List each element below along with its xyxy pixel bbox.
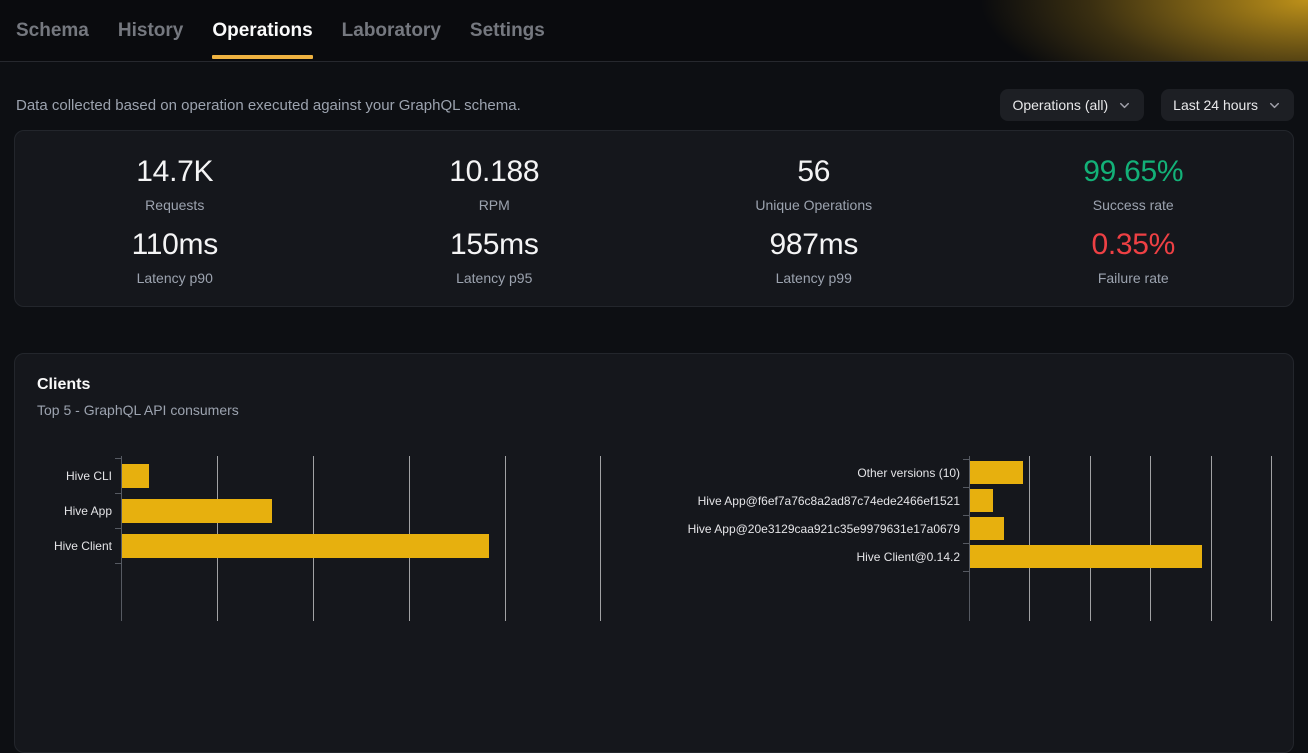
chart-bar [970,545,1202,568]
stat-success-rate-label: Success rate [1092,197,1174,213]
stats-row-2: 110ms Latency p90 155ms Latency p95 987m… [15,228,1294,287]
chart-axis-tick [963,543,970,544]
stat-rpm-value: 10.188 [449,155,540,188]
chart-bar [122,464,149,488]
stat-unique-operations-value: 56 [797,155,831,188]
chart-category-label: Hive Client [53,539,112,553]
time-range-dropdown[interactable]: Last 24 hours [1161,89,1294,121]
stat-latency-p95-label: Latency p95 [456,270,533,286]
tab-laboratory[interactable]: Laboratory [342,0,441,62]
clients-card: Clients Top 5 - GraphQL API consumers Hi… [14,353,1294,753]
chevron-down-icon [1267,98,1282,113]
chart-bar [122,534,490,558]
stat-latency-p90-value: 110ms [131,228,219,261]
chevron-down-icon [1117,98,1132,113]
page-description: Data collected based on operation execut… [16,96,521,114]
chart-gridline [1029,456,1031,621]
page-content: Data collected based on operation execut… [0,89,1308,753]
tab-history-label: History [117,19,184,41]
chart-axis-tick [115,528,121,529]
tab-schema[interactable]: Schema [16,0,89,62]
stat-requests-label: Requests [145,197,205,213]
chart-axis-tick [115,458,121,459]
chart-axis-tick [115,493,121,494]
stat-requests-value: 14.7K [136,155,214,188]
tab-settings[interactable]: Settings [470,0,545,62]
active-tab-underline [212,54,313,59]
stat-unique-operations-label: Unique Operations [755,197,873,213]
clients-card-subtitle: Top 5 - GraphQL API consumers [37,402,239,418]
chart-axis-tick [963,487,970,488]
stat-latency-p95: 155ms Latency p95 [335,228,655,287]
stat-rpm: 10.188 RPM [335,155,655,214]
chart-axis-tick [963,459,970,460]
stat-failure-rate: 0.35% Failure rate [974,228,1294,287]
chart-bar [970,461,1023,484]
chart-y-axis [969,456,971,621]
subheader: Data collected based on operation execut… [14,89,1294,121]
stats-summary-card: 14.7K Requests 10.188 RPM 56 Unique Oper… [14,130,1294,307]
filter-controls: Operations (all) Last 24 hours [1000,89,1294,121]
stat-latency-p95-value: 155ms [449,228,539,261]
chart-bar [122,499,272,523]
chart-gridline [504,456,506,621]
tab-settings-label: Settings [469,19,545,41]
clients-by-name-bar-chart: Hive CLI Hive App Hive Client [37,451,634,621]
chart-y-axis [121,456,122,621]
client-charts: Hive CLI Hive App Hive Client Other versio… [37,451,1273,621]
chart-category-label: Hive App@20e3129caa921c35e9979631e17a067… [687,521,961,536]
stat-latency-p99: 987ms Latency p99 [654,228,974,287]
stat-latency-p99-value: 987ms [769,228,859,261]
stat-latency-p90-label: Latency p90 [136,270,213,286]
chart-gridline [1150,456,1152,621]
chart-axis-tick [963,515,970,516]
chart-category-label: Hive App [63,504,112,518]
stat-unique-operations: 56 Unique Operations [654,155,974,214]
chart-axis-tick [115,563,121,564]
chart-gridline [1089,456,1091,621]
stat-latency-p90: 110ms Latency p90 [15,228,335,287]
chart-gridline [1210,456,1212,621]
chart-gridline [600,456,602,621]
stat-latency-p99-label: Latency p99 [775,270,852,286]
stat-rpm-label: RPM [478,197,510,213]
stat-failure-rate-value: 0.35% [1091,228,1176,261]
tab-history[interactable]: History [118,0,183,62]
tab-laboratory-label: Laboratory [341,19,441,41]
tab-operations-label: Operations [212,19,313,41]
time-range-label: Last 24 hours [1173,97,1258,113]
stat-failure-rate-label: Failure rate [1097,270,1169,286]
stats-row-1: 14.7K Requests 10.188 RPM 56 Unique Oper… [15,155,1294,214]
chart-axis-tick [963,571,970,572]
top-navigation: Schema History Operations Laboratory Set… [0,0,1308,62]
chart-category-label: Other versions (10) [857,465,961,480]
clients-card-title: Clients [37,376,91,393]
chart-bar [970,489,993,512]
chart-category-label: Hive Client@0.14.2 [856,549,961,564]
tab-operations[interactable]: Operations [212,0,313,62]
chart-gridline [1271,456,1273,621]
stat-success-rate-value: 99.65% [1083,155,1184,188]
chart-category-label: Hive App@f6ef7a76c8a2ad87c74ede2466ef152… [697,493,961,508]
clients-by-version-bar-chart: Other versions (10) Hive App@f6ef7a76c8a2… [634,451,1273,621]
stat-requests: 14.7K Requests [15,155,335,214]
chart-category-label: Hive CLI [65,469,112,483]
operations-filter-dropdown[interactable]: Operations (all) [1000,89,1145,121]
stat-success-rate: 99.65% Success rate [974,155,1294,214]
chart-bar [970,517,1005,540]
tab-schema-label: Schema [16,19,89,41]
operations-filter-label: Operations (all) [1012,97,1109,113]
